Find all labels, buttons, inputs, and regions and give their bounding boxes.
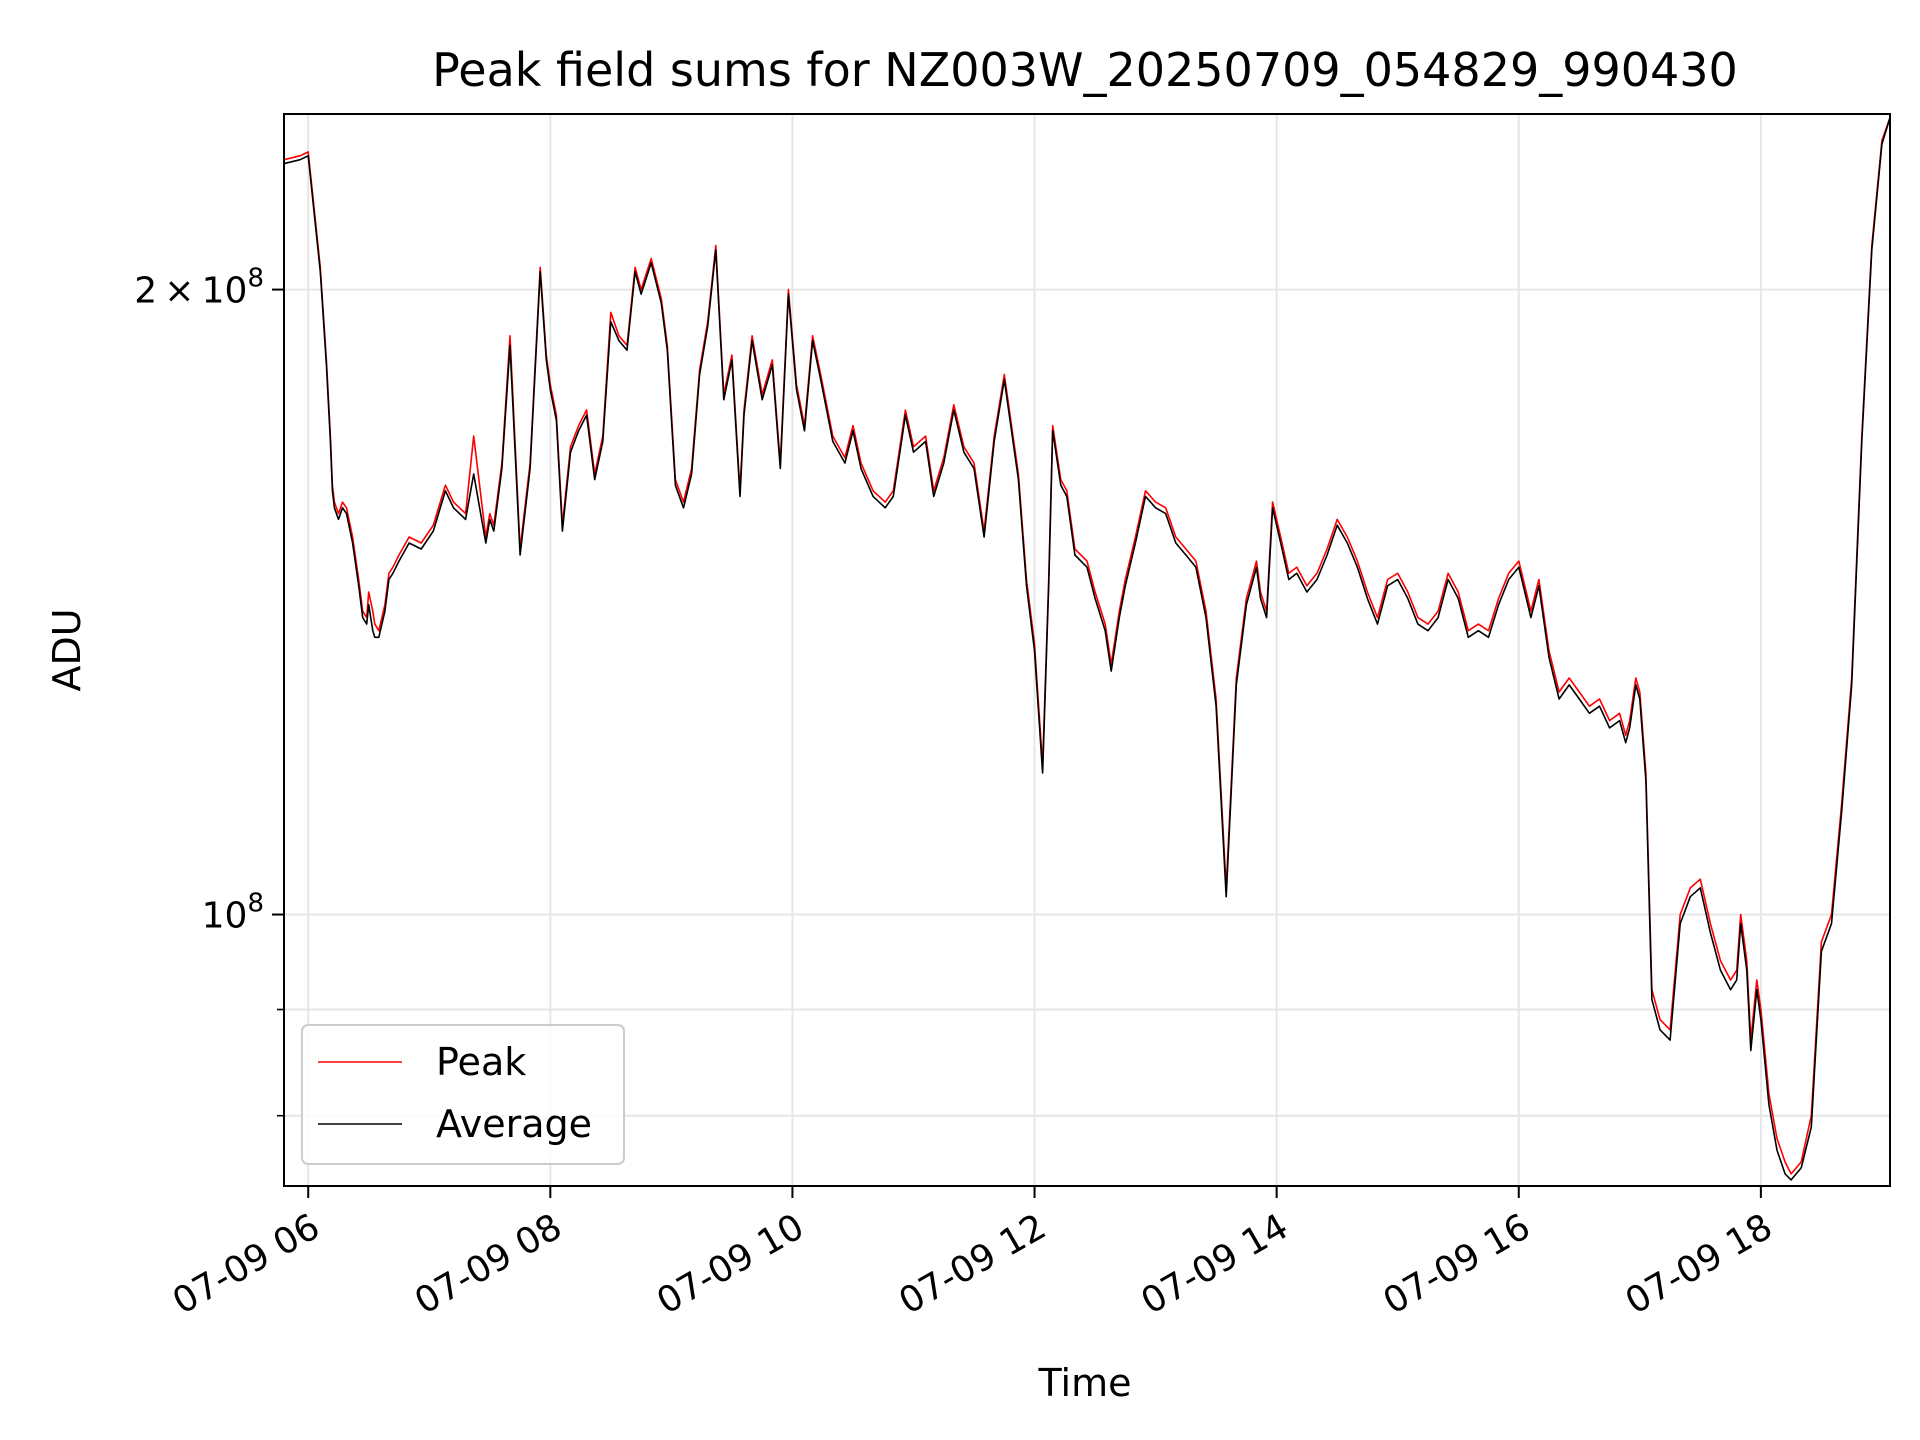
- x-axis-label: Time: [1038, 1361, 1132, 1405]
- chart-title: Peak field sums for NZ003W_20250709_0548…: [432, 43, 1738, 97]
- y-tick-label: 2 × 108: [134, 264, 264, 312]
- legend: Peak Average: [301, 1024, 625, 1165]
- y-axis-label: ADU: [45, 608, 89, 691]
- series-line-average: [284, 117, 1890, 1181]
- legend-label-average: Average: [436, 1102, 592, 1146]
- legend-label-peak: Peak: [436, 1040, 526, 1084]
- legend-box: [301, 1024, 625, 1165]
- gridlines: [284, 114, 1890, 1186]
- series-lines: [284, 117, 1890, 1181]
- plot-frame: [283, 113, 1891, 1187]
